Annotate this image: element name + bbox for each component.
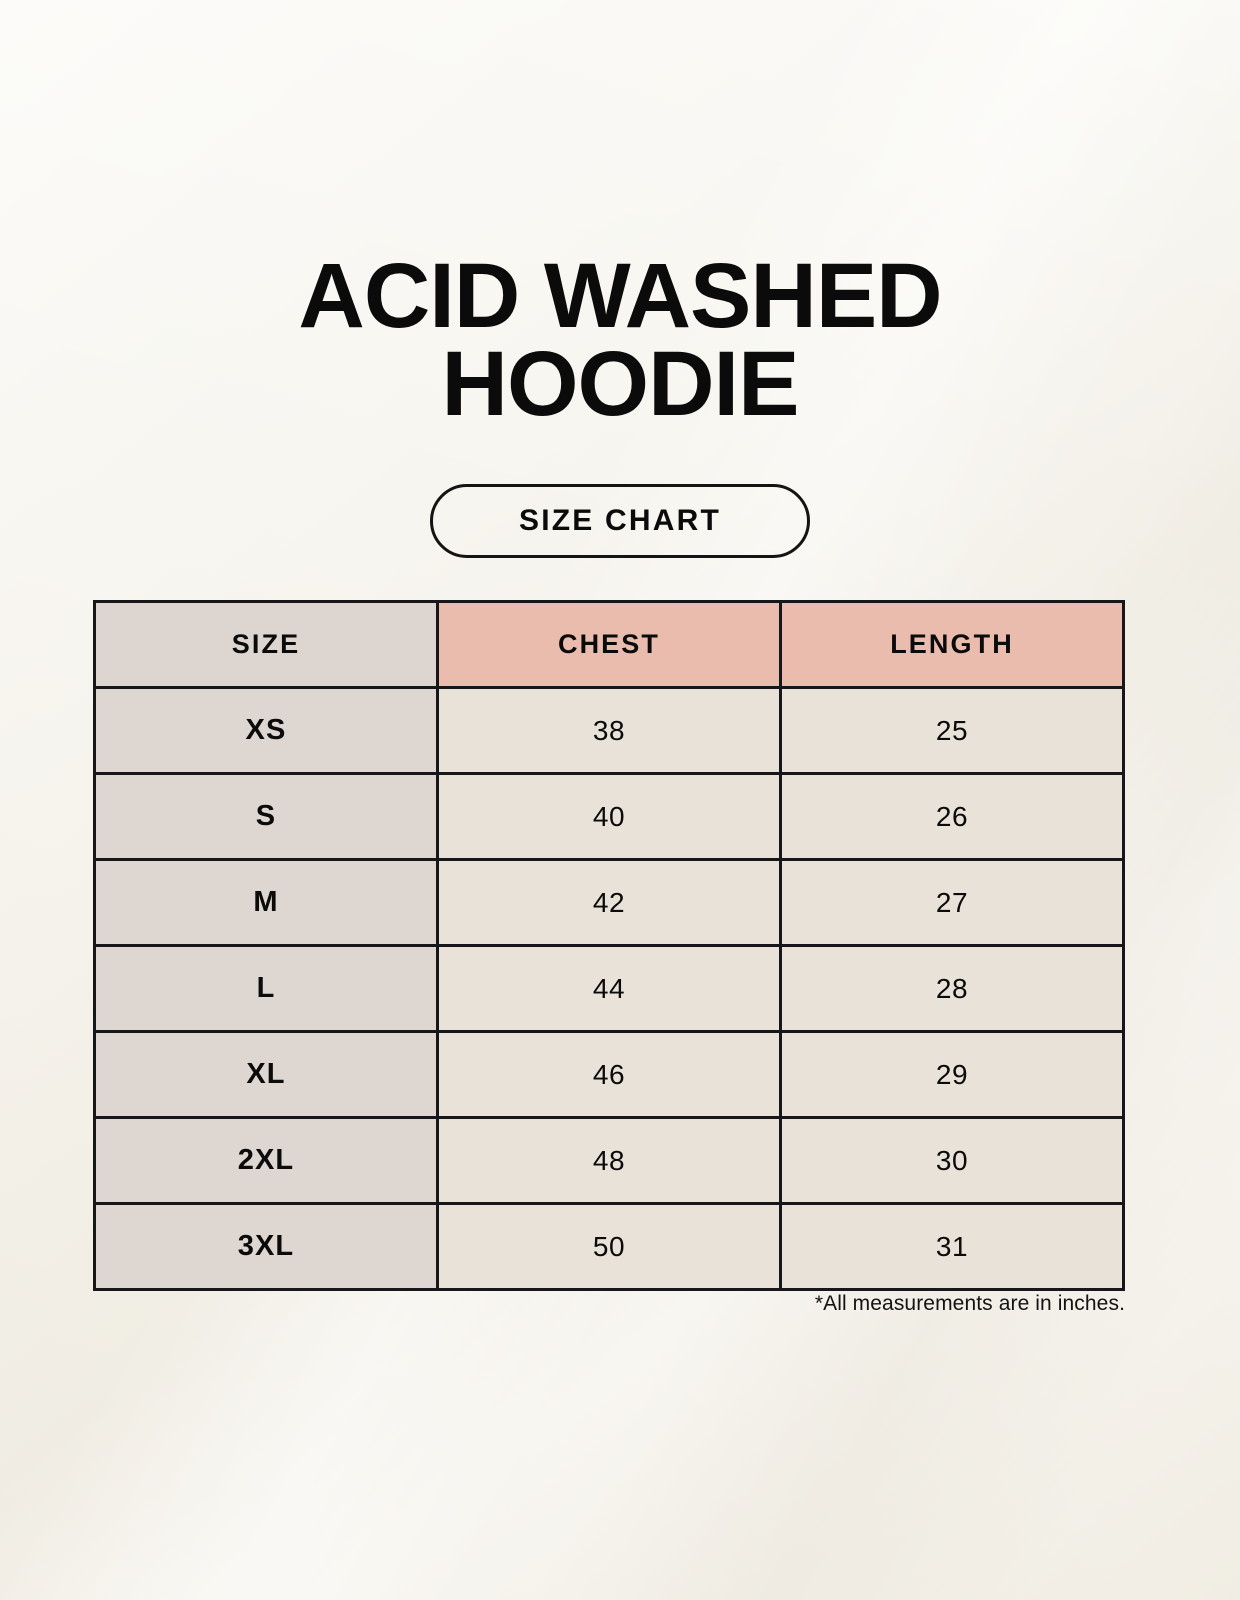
cell-size: 2XL — [93, 1116, 439, 1205]
table-row: XL 46 29 — [93, 1030, 1125, 1119]
table-row: S 40 26 — [93, 772, 1125, 861]
table-row: XS 38 25 — [93, 686, 1125, 775]
cell-length: 29 — [779, 1030, 1125, 1119]
badge-container: SIZE CHART — [0, 484, 1240, 558]
size-chart-table: SIZE CHEST LENGTH XS 38 25 S 40 26 M — [93, 600, 1125, 1291]
page-title: ACID WASHED HOODIE — [298, 245, 942, 436]
cell-chest: 50 — [436, 1202, 782, 1291]
cell-size: S — [93, 772, 439, 861]
size-chart-table-container: SIZE CHEST LENGTH XS 38 25 S 40 26 M — [93, 600, 1125, 1291]
table-row: 2XL 48 30 — [93, 1116, 1125, 1205]
table-body: XS 38 25 S 40 26 M 42 27 L 44 28 — [93, 686, 1125, 1291]
column-header-chest: CHEST — [436, 600, 782, 689]
cell-size: XS — [93, 686, 439, 775]
table-row: M 42 27 — [93, 858, 1125, 947]
cell-chest: 46 — [436, 1030, 782, 1119]
measurements-footnote: *All measurements are in inches. — [814, 1292, 1125, 1315]
column-header-length: LENGTH — [779, 600, 1125, 689]
cell-size: 3XL — [93, 1202, 439, 1291]
size-chart-badge: SIZE CHART — [430, 484, 810, 558]
title-block: ACID WASHED HOODIE — [0, 245, 1240, 436]
cell-size: XL — [93, 1030, 439, 1119]
cell-size: M — [93, 858, 439, 947]
cell-chest: 42 — [436, 858, 782, 947]
cell-chest: 40 — [436, 772, 782, 861]
table-row: L 44 28 — [93, 944, 1125, 1033]
cell-length: 28 — [779, 944, 1125, 1033]
cell-chest: 38 — [436, 686, 782, 775]
cell-length: 25 — [779, 686, 1125, 775]
column-header-size: SIZE — [93, 600, 439, 689]
cell-length: 27 — [779, 858, 1125, 947]
cell-chest: 44 — [436, 944, 782, 1033]
cell-chest: 48 — [436, 1116, 782, 1205]
table-row: 3XL 50 31 — [93, 1202, 1125, 1291]
cell-length: 26 — [779, 772, 1125, 861]
cell-length: 31 — [779, 1202, 1125, 1291]
table-header-row: SIZE CHEST LENGTH — [93, 600, 1125, 689]
cell-length: 30 — [779, 1116, 1125, 1205]
cell-size: L — [93, 944, 439, 1033]
table-header: SIZE CHEST LENGTH — [93, 600, 1125, 689]
